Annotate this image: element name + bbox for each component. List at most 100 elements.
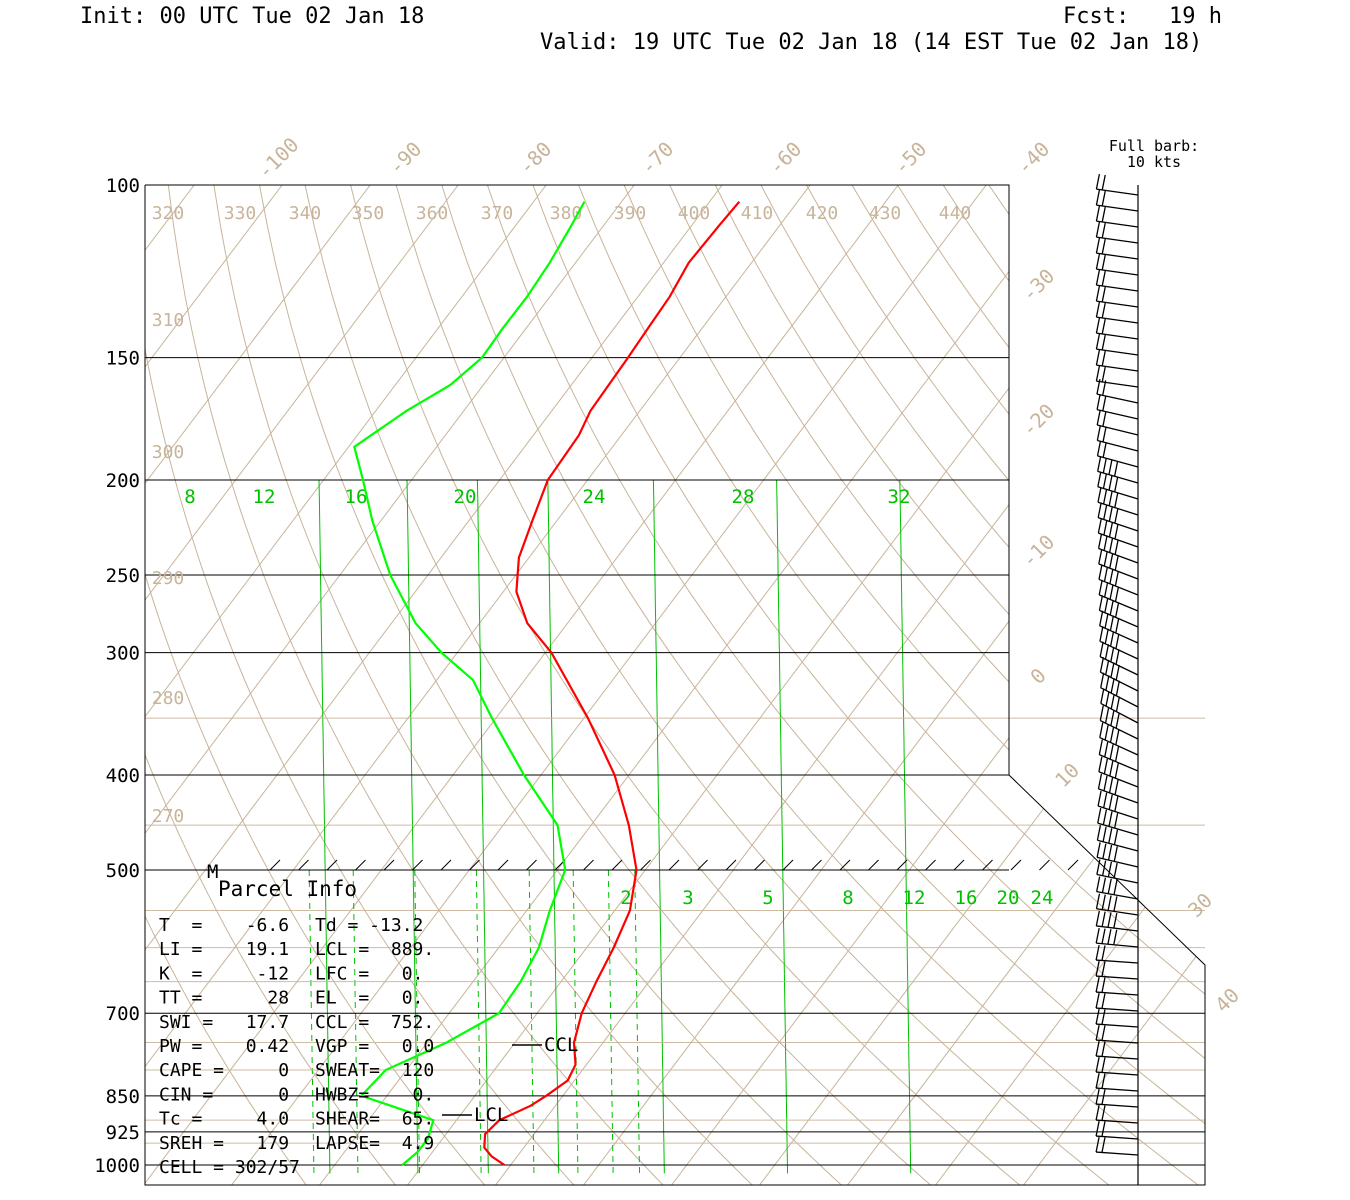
wind-barb-staff [1097,424,1139,436]
wind-barb [1095,992,1139,1012]
wind-barb [1099,722,1139,756]
parcel-info-heading: Parcel Info [218,877,357,901]
wind-barb-flag [1104,741,1109,758]
wind-barb-staff [1096,332,1139,340]
wind-barb-flag [1095,302,1101,318]
mixing-ratio-line [414,869,420,1174]
wind-barb-flag [1113,879,1118,895]
wind-barb-flag [1103,504,1108,520]
wind-barb-flag [1100,688,1105,704]
wind-barb-flag [1098,579,1103,596]
wind-barb-flag [1109,599,1114,616]
dry-adiabat [532,185,1205,1185]
wind-barb [1095,1056,1139,1076]
parcel-info-left: LI = 19.1 [159,939,289,960]
hatch-mark [1010,859,1022,871]
wind-barb-flag [1095,286,1101,302]
wind-barb-flag [1095,893,1101,909]
wind-barb-flag [1095,976,1100,993]
wind-barb [1098,756,1139,788]
mixing-ratio-line [776,479,788,1174]
frame-lower [144,185,1206,1186]
isotherm-label: -30 [1017,264,1060,307]
wind-barb-flag [1095,238,1101,254]
mixing-ratio-line [652,479,665,1174]
wind-barb-flag [1097,502,1102,518]
mixing-ratio-label: 28 [732,486,755,508]
wind-barb-flag [1101,911,1106,927]
theta-label: 280 [152,688,185,709]
wind-barb-flag [1104,597,1109,613]
wind-barb-flag [1096,842,1101,858]
wind-barb-flag [1101,1009,1106,1025]
hatch-mark [640,859,651,871]
wind-barb-flag [1098,595,1104,611]
forecast-hour: Fcst: 19 h [1063,4,1222,29]
wind-barb-flag [1102,457,1107,474]
theta-label: 420 [806,203,839,224]
wind-barb-staff [1096,1071,1139,1076]
wind-barb-flag [1113,846,1118,862]
wind-barb-staff [1096,1087,1139,1092]
isotherm-line [145,185,547,1185]
hatch-mark [697,859,708,871]
pressure-tick-label: 500 [106,860,140,882]
wind-barb-staff [1096,204,1139,212]
wind-barb-flag [1109,568,1114,584]
wind-barb-flag [1095,1056,1100,1073]
wind-barb-staff [1096,959,1139,964]
wind-barb-flag [1095,1104,1100,1121]
isotherm-line [145,185,459,1185]
wind-barb-flag [1097,790,1102,807]
mixing-ratio-label: 2 [620,887,631,909]
theta-label: 340 [289,203,322,224]
wind-barb-staff [1096,925,1139,932]
wind-barb-flag [1114,476,1119,493]
wind-barb-flag [1096,440,1102,457]
pressure-tick-label: 100 [106,175,140,197]
wind-barb-flag [1104,613,1109,629]
wind-barb-flag [1102,442,1107,458]
wind-barb-flag [1101,270,1106,287]
wind-barb-staff [1096,364,1139,372]
isotherm-label: 30 [1183,888,1217,922]
parcel-info-right: LFC = 0. [315,963,423,984]
wind-barb-flag [1101,366,1106,383]
theta-labels: 320 330 340 350 360 370 380 390 400 410 420 430 4403… [152,203,972,827]
wind-barb [1095,334,1139,356]
wind-barb [1095,350,1139,372]
wind-barb-flag [1096,425,1101,441]
wind-barb-flag [1098,564,1103,580]
parcel-info-right: EL = 0. [315,988,423,1009]
wind-barb-flag [1110,646,1115,662]
theta-label: 370 [481,203,514,224]
dry-adiabat [441,185,1200,1185]
mixing-ratio-line [607,869,614,1174]
isotherm-grid [145,185,1205,1185]
dry-adiabat [145,185,486,1185]
wind-barb-flag [1101,877,1107,893]
wind-barb-flag [1099,657,1105,673]
parcel-info-left: Tc = 4.0 [159,1109,289,1130]
isotherm-line [583,185,1205,1185]
parcel-info-left: K = -12 [159,963,289,984]
wind-barb-staff [1096,1007,1139,1012]
wind-barb-flag [1095,334,1101,350]
wind-barb-staff [1097,439,1139,452]
wind-barb-flag [1097,517,1103,534]
wind-barb-flag [1113,862,1118,879]
profile-lines [353,200,741,1166]
parcel-info-right: LCL = 889. [315,939,434,960]
wind-barb-staff [1100,702,1139,724]
isotherm-line [847,185,1205,1185]
wind-barb-flag [1104,644,1110,660]
hatch-mark [526,859,537,871]
wind-barb-flag [1113,929,1118,945]
wind-barb-staff [1098,788,1139,804]
theta-label: 430 [869,203,902,224]
parcel-info-right: VGP = 0.0 [315,1036,434,1057]
wind-barb-flag [1101,860,1107,876]
wind-barb-flag [1101,1073,1106,1089]
wind-barb-staff [1098,771,1139,788]
